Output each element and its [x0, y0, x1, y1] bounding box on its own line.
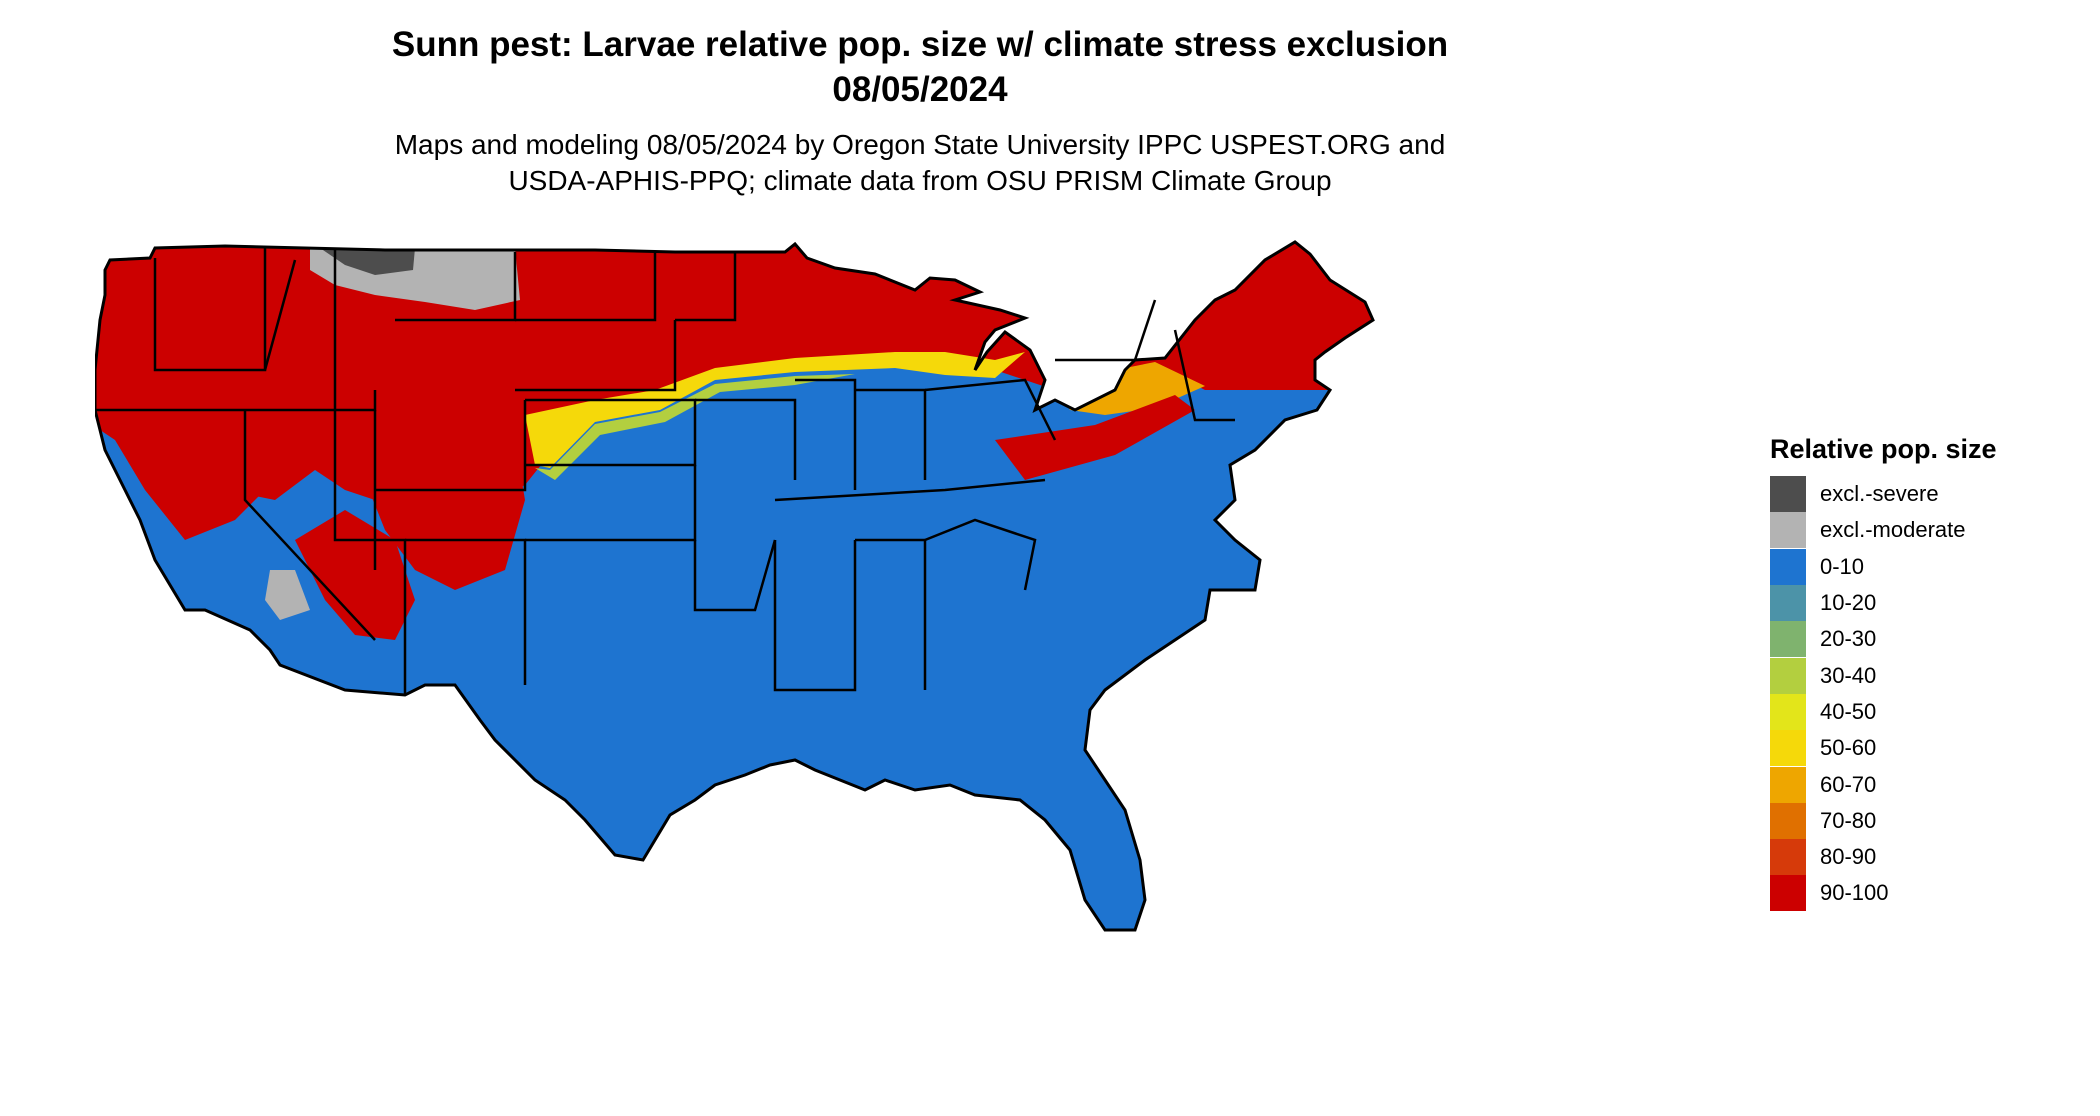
legend-item: 40-50	[1770, 693, 2070, 730]
subtitle-line-2: USDA-APHIS-PPQ; climate data from OSU PR…	[508, 165, 1332, 196]
boundary-arkansas-louisiana	[693, 539, 777, 612]
boundary-carolinas	[924, 518, 1037, 591]
legend-item: excl.-severe	[1770, 476, 2070, 513]
legend-swatch	[1770, 693, 1806, 730]
title-line-1: Sunn pest: Larvae relative pop. size w/ …	[391, 25, 1449, 64]
legend-swatch	[1770, 657, 1806, 694]
legend-label: 60-70	[1820, 771, 1877, 797]
legend-label: 50-60	[1820, 735, 1877, 761]
transition-band-green	[535, 374, 855, 480]
legend-label: excl.-moderate	[1820, 517, 1966, 543]
legend-label: excl.-severe	[1820, 481, 1939, 507]
legend-item: 10-20	[1770, 585, 2070, 622]
legend-item: 50-60	[1770, 730, 2070, 767]
legend-swatch	[1770, 875, 1806, 912]
boundary-idaho	[263, 259, 297, 371]
boundary-washington-oregon	[153, 248, 267, 372]
legend-item: excl.-moderate	[1770, 512, 2070, 549]
high-risk-southwest	[295, 510, 415, 640]
us-map-svg	[95, 240, 1375, 932]
legend-label: 30-40	[1820, 662, 1877, 688]
legend-label: 80-90	[1820, 844, 1877, 870]
excl-moderate-southwest	[265, 570, 310, 620]
boundary-south-dakota	[515, 320, 677, 392]
high-risk-appalachian	[995, 395, 1195, 480]
legend-swatch	[1770, 766, 1806, 803]
boundary-pennsylvania	[924, 378, 1057, 441]
map-title: Sunn pest: Larvae relative pop. size w/ …	[330, 22, 1510, 112]
legend-item: 90-100	[1770, 875, 2070, 912]
boundary-new-york	[1055, 299, 1157, 362]
legend-label: 10-20	[1820, 590, 1877, 616]
legend-label: 90-100	[1820, 880, 1889, 906]
boundary-minnesota	[675, 252, 737, 322]
legend: Relative pop. size excl.-severe excl.-mod…	[1770, 432, 2070, 912]
transition-band-yellow	[525, 352, 1025, 468]
legend-label: 20-30	[1820, 626, 1877, 652]
boundary-illinois-indiana	[795, 378, 857, 490]
boundary-tennessee-kentucky	[774, 478, 1046, 502]
legend-swatch	[1770, 802, 1806, 839]
boundary-colorado	[375, 400, 527, 492]
legend-items: excl.-severe excl.-moderate 0-10 10-20 20-30…	[1770, 476, 2070, 912]
legend-item: 0-10	[1770, 548, 2070, 585]
boundary-mississippi-alabama	[773, 540, 857, 692]
legend-swatch	[1770, 476, 1806, 513]
state-boundaries	[95, 248, 1235, 695]
boundary-montana-idaho	[333, 248, 377, 412]
boundary-nevada	[243, 410, 376, 641]
legend-swatch	[1770, 730, 1806, 767]
boundary-north-dakota	[515, 252, 657, 322]
legend-swatch	[1770, 621, 1806, 658]
legend-item: 60-70	[1770, 766, 2070, 803]
us-map	[95, 240, 1735, 1116]
legend-swatch	[1770, 839, 1806, 876]
legend-swatch	[1770, 585, 1806, 622]
excl-severe-zone	[320, 248, 415, 275]
subtitle-line-1: Maps and modeling 08/05/2024 by Oregon S…	[394, 129, 1446, 160]
legend-item: 70-80	[1770, 802, 2070, 839]
boundary-arizona	[333, 410, 407, 695]
legend-label: 0-10	[1820, 553, 1865, 579]
legend-item: 20-30	[1770, 621, 2070, 658]
boundary-kansas-nebraska	[525, 398, 697, 467]
legend-title: Relative pop. size	[1770, 434, 1997, 464]
title-line-2: 08/05/2024	[832, 70, 1008, 109]
legend-item: 80-90	[1770, 839, 2070, 876]
legend-swatch	[1770, 512, 1806, 549]
boundary-new-england	[1173, 329, 1235, 422]
map-subtitle: Maps and modeling 08/05/2024 by Oregon S…	[330, 127, 1510, 199]
legend-label: 40-50	[1820, 698, 1877, 724]
boundary-missouri-iowa	[695, 398, 797, 480]
legend-swatch	[1770, 548, 1806, 585]
legend-item: 30-40	[1770, 657, 2070, 694]
legend-label: 70-80	[1820, 807, 1877, 833]
